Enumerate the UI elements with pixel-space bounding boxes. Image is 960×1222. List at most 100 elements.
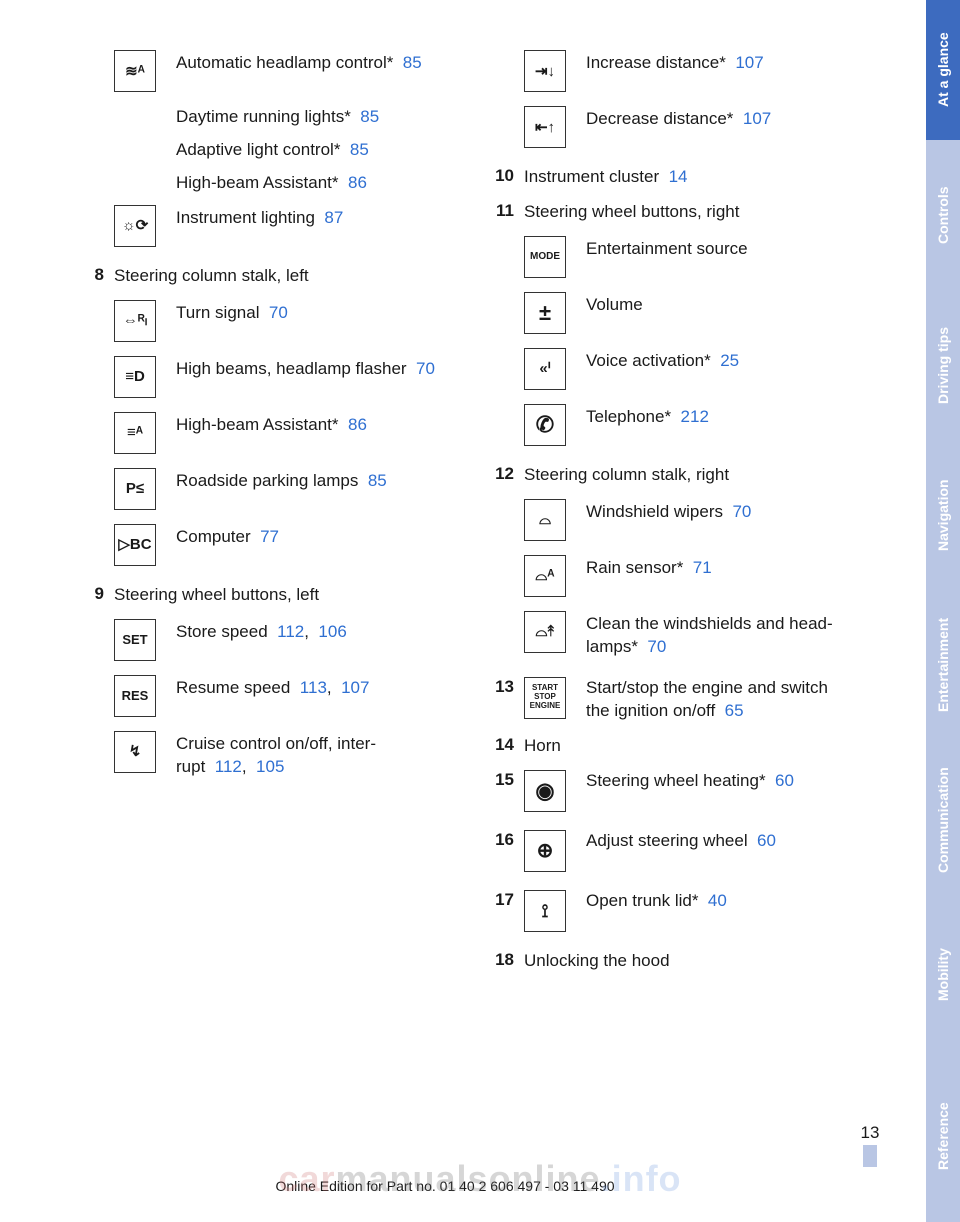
list-item-text: Decrease distance* [586, 109, 733, 128]
list-item-text: Entertainment source [586, 236, 748, 261]
tab-reference[interactable]: Reference [926, 1050, 960, 1222]
page-link[interactable]: 65 [725, 701, 744, 720]
section-number: 8 [70, 265, 104, 285]
list-item-text: Turn signal [176, 303, 259, 322]
section-title: Steering column stalk, right [524, 464, 729, 487]
page-link[interactable]: 60 [775, 771, 794, 790]
page-link[interactable]: 86 [348, 415, 367, 434]
tab-mobility[interactable]: Mobility [926, 900, 960, 1050]
page-link[interactable]: 70 [269, 303, 288, 322]
tab-at-a-glance[interactable]: At a glance [926, 0, 960, 140]
list-item-text: Rain sensor* [586, 558, 683, 577]
page-link[interactable]: 71 [693, 558, 712, 577]
section-title: Horn [524, 735, 561, 758]
list-item-text: Steering wheel heating* [586, 771, 766, 790]
section-number: 14 [480, 735, 514, 755]
trunk-icon: ⟟ [524, 890, 566, 932]
section-number: 11 [480, 201, 514, 221]
page-link[interactable]: 86 [348, 173, 367, 192]
page-link[interactable]: 40 [708, 891, 727, 910]
tab-entertainment[interactable]: Entertainment [926, 590, 960, 740]
daytime-lights-text: Daytime running lights* [176, 107, 351, 126]
res-icon: RES [114, 675, 156, 717]
highbeam-assist-text: High-beam Assistant* [176, 173, 339, 192]
turn-signal-icon: ⇔ᴿₗ [114, 300, 156, 342]
page-link[interactable]: 85 [360, 107, 379, 126]
page-link[interactable]: 105 [256, 757, 284, 776]
start-stop-icon: START STOP ENGINE [524, 677, 566, 719]
page-link[interactable]: 87 [324, 208, 343, 227]
cruise-icon: ↯ [114, 731, 156, 773]
parking-lamps-icon: P≤ [114, 468, 156, 510]
increase-distance-icon: ⇥↓ [524, 50, 566, 92]
page-link[interactable]: 85 [350, 140, 369, 159]
page-link[interactable]: 77 [260, 527, 279, 546]
page-content: ≋ᴬ Automatic headlamp con­trol* 85 Dayti… [0, 0, 890, 1222]
right-column: ⇥↓ Increase distance* 107 ⇤↑ Decrease dist… [480, 50, 850, 984]
list-item-text: Volume [586, 292, 643, 317]
left-column: ≋ᴬ Automatic headlamp con­trol* 85 Dayti… [70, 50, 440, 984]
section-number: 17 [480, 890, 514, 910]
section-number: 12 [480, 464, 514, 484]
page-link[interactable]: 70 [647, 637, 666, 656]
list-item-text: Computer [176, 527, 251, 546]
page-link[interactable]: 85 [403, 53, 422, 72]
mode-icon: MODE [524, 236, 566, 278]
highbeam-assist-icon: ≡ᴬ [114, 412, 156, 454]
list-item-text: Telephone* [586, 407, 671, 426]
page-link[interactable]: 85 [368, 471, 387, 490]
page-link[interactable]: 106 [318, 622, 346, 641]
list-item-text: Increase distance* [586, 53, 726, 72]
page-link[interactable]: 113 [300, 678, 327, 697]
list-item-text: High-beam Assistant* [176, 415, 339, 434]
section-title: Steering wheel buttons, right [524, 201, 739, 224]
tab-communication[interactable]: Communication [926, 740, 960, 900]
footer-line: Online Edition for Part no. 01 40 2 606 … [0, 1178, 890, 1194]
instrument-lighting-text: Instrument lighting 87 [176, 205, 343, 230]
computer-icon: ▷BC [114, 524, 156, 566]
tab-controls[interactable]: Controls [926, 140, 960, 290]
headlamp-auto-icon: ≋ᴬ [114, 50, 156, 92]
adjust-wheel-icon: ⊕ [524, 830, 566, 872]
page-link[interactable]: 60 [757, 831, 776, 850]
instrument-lighting-icon: ☼⟳ [114, 205, 156, 247]
page-number: 13 [850, 1123, 890, 1167]
page-link[interactable]: 14 [669, 167, 688, 186]
page-link[interactable]: 25 [720, 351, 739, 370]
set-icon: SET [114, 619, 156, 661]
page-link[interactable]: 212 [681, 407, 709, 426]
list-item-text: Open trunk lid* [586, 891, 698, 910]
tab-navigation[interactable]: Navigation [926, 440, 960, 590]
voice-icon: «ᑊ [524, 348, 566, 390]
section-number: 9 [70, 584, 104, 604]
section-title: Unlocking the hood [524, 950, 670, 973]
page-link[interactable]: 107 [341, 678, 369, 697]
page-link[interactable]: 70 [732, 502, 751, 521]
page-link[interactable]: 107 [743, 109, 771, 128]
adaptive-light-text: Adaptive light control* [176, 140, 340, 159]
section-title: Steering column stalk, left [114, 265, 309, 288]
list-item-text: Resume speed [176, 678, 290, 697]
section-number: 15 [480, 770, 514, 790]
page-link[interactable]: 70 [416, 359, 435, 378]
list-item-text: Roadside parking lamps [176, 471, 358, 490]
page-link[interactable]: 112 [215, 757, 242, 776]
wash-icon: ⌓↟ [524, 611, 566, 653]
list-item-text: High beams, head­lamp flasher [176, 359, 407, 378]
section-title: Steering wheel buttons, left [114, 584, 319, 607]
wheel-heat-icon: ◉ [524, 770, 566, 812]
section-title: Instrument cluster [524, 167, 659, 186]
page-link[interactable]: 112 [277, 622, 304, 641]
list-item-text: Start/stop the engine and switch the ign… [586, 678, 828, 720]
list-item-text: Adjust steering wheel [586, 831, 748, 850]
phone-icon: ✆ [524, 404, 566, 446]
high-beams-icon: ≡D [114, 356, 156, 398]
decrease-distance-icon: ⇤↑ [524, 106, 566, 148]
volume-icon: ± [524, 292, 566, 334]
section-tabs: At a glanceControlsDriving tipsNavigatio… [926, 0, 960, 1222]
wiper-icon: ⌓ [524, 499, 566, 541]
section-number: 18 [480, 950, 514, 970]
tab-driving-tips[interactable]: Driving tips [926, 290, 960, 440]
list-item-text: Clean the windshields and head­lamps* [586, 614, 833, 656]
page-link[interactable]: 107 [735, 53, 763, 72]
